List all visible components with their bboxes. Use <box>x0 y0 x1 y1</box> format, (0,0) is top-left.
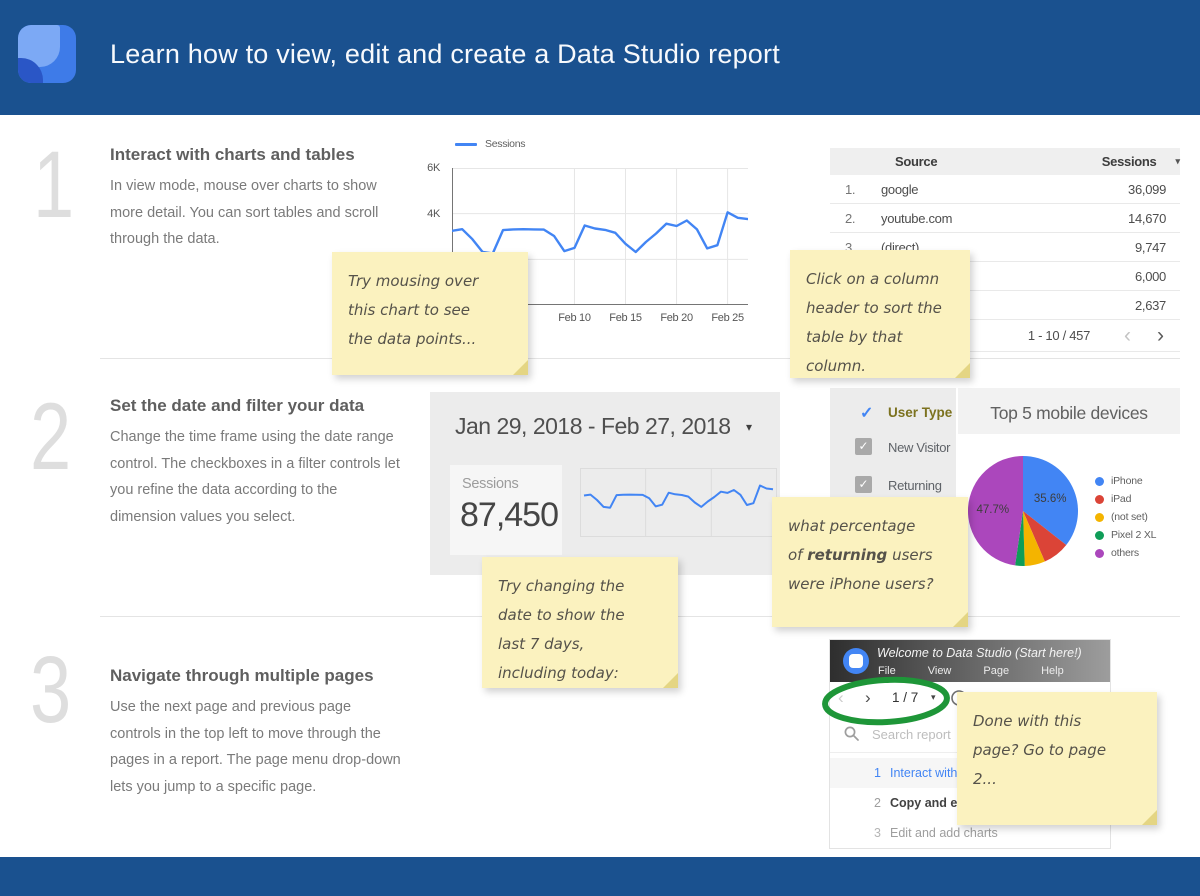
legend-dot-others <box>1095 548 1104 558</box>
table-pagination: 1 - 10 / 457 ‹ › <box>830 320 1180 352</box>
sticky-note-mouse-over-chart: Try mousing over this chart to see the d… <box>332 252 528 375</box>
line-chart-x-axis: Feb 10 Feb 15 Feb 20 Feb 25 <box>558 312 744 324</box>
sticky-note-go-to-page-2: Done with this page? Go to page 2... <box>957 692 1157 825</box>
mobile-devices-pie-chart: 35.6% 47.7% <box>967 456 1079 566</box>
date-range-panel: Jan 29, 2018 - Feb 27, 2018 ▾ Sessions 8… <box>430 392 780 575</box>
line-chart-y-axis: 6K 4K <box>427 162 440 220</box>
page-menu-caret-icon[interactable]: ▾ <box>931 692 936 702</box>
section-3-copy: Navigate through multiple pages Use the … <box>110 666 402 800</box>
legend-item: Pixel 2 XL <box>1095 526 1156 544</box>
sessions-sparkline <box>580 468 777 537</box>
pagination-range: 1 - 10 / 457 <box>1027 328 1090 343</box>
legend-line-swatch <box>455 142 477 146</box>
column-header-sessions[interactable]: Sessions <box>1101 154 1157 169</box>
sticky-note-change-date: Try changing the date to show the last 7… <box>482 557 678 688</box>
menu-bar: File View Page Help <box>878 665 1096 677</box>
legend-dot-pixel <box>1095 530 1104 540</box>
mini-app-header: Welcome to Data Studio (Start here!) Fil… <box>830 640 1110 682</box>
legend-series-label: Sessions <box>485 138 526 150</box>
checkbox-label-new-visitor: New Visitor <box>888 440 951 455</box>
search-input-placeholder: Search report <box>872 727 951 742</box>
column-header-source[interactable]: Source <box>895 154 938 169</box>
legend-item: (not set) <box>1095 508 1156 526</box>
checkbox-label-returning: Returning <box>888 478 942 493</box>
section-1-copy: Interact with charts and tables In view … <box>110 145 402 253</box>
legend-item: others <box>1095 544 1156 562</box>
sticky-note-returning-users: what percentage of returning users were iP… <box>772 497 968 627</box>
legend-dot-ipad <box>1095 494 1104 504</box>
checkbox-new-visitor[interactable]: ✓ <box>855 438 872 455</box>
pie-chart-title: Top 5 mobile devices <box>990 403 1148 423</box>
section-divider <box>100 358 1180 359</box>
page-list-item-3[interactable]: 3 Edit and add charts <box>874 826 998 840</box>
page-counter[interactable]: 1 / 7 <box>892 690 919 705</box>
section-3-title: Navigate through multiple pages <box>110 666 374 685</box>
section-2-body: Change the time frame using the date ran… <box>110 429 400 525</box>
menu-file[interactable]: File <box>878 665 896 677</box>
scorecard-value: 87,450 <box>460 496 559 534</box>
date-range-control[interactable]: Jan 29, 2018 - Feb 27, 2018 <box>455 413 731 439</box>
menu-page[interactable]: Page <box>983 665 1010 677</box>
footer-bar <box>0 857 1200 896</box>
search-icon <box>844 726 859 741</box>
page-title: Learn how to view, edit and create a Dat… <box>110 39 780 69</box>
sticky-note-sort-column: Click on a column header to sort the tab… <box>790 250 970 378</box>
svg-text:35.6%: 35.6% <box>1034 493 1067 505</box>
legend-dot-iphone <box>1095 476 1104 486</box>
section-1-body: In view mode, mouse over charts to show … <box>110 178 379 247</box>
previous-page-icon[interactable]: ‹ <box>1124 323 1131 347</box>
svg-text:47.7%: 47.7% <box>976 504 1009 516</box>
legend-item: iPad <box>1095 490 1156 508</box>
pie-legend: iPhone iPad (not set) Pixel 2 XL others <box>1095 472 1156 562</box>
menu-view[interactable]: View <box>927 665 952 677</box>
date-dropdown-caret-icon[interactable]: ▾ <box>745 420 752 434</box>
menu-help[interactable]: Help <box>1041 665 1064 677</box>
hand-drawn-circle-annotation <box>822 676 950 726</box>
section-3-body: Use the next page and previous page cont… <box>110 699 401 795</box>
checkbox-returning[interactable]: ✓ <box>855 476 872 493</box>
filter-title[interactable]: User Type <box>888 405 953 420</box>
section-1-number: 1 <box>33 132 75 238</box>
section-3-number: 3 <box>30 637 72 743</box>
table-row: 2. youtube.com 14,670 <box>830 204 1180 233</box>
legend-dot-not-set <box>1095 512 1104 522</box>
report-window-title: Welcome to Data Studio (Start here!) <box>877 646 1082 660</box>
next-page-icon[interactable]: › <box>1157 323 1164 347</box>
section-2-title: Set the date and filter your data <box>110 396 365 415</box>
filter-check-icon[interactable]: ✓ <box>860 405 874 422</box>
table-row: 1. google 36,099 <box>830 175 1180 204</box>
data-studio-app-icon <box>843 648 869 674</box>
section-2-copy: Set the date and filter your data Change… <box>110 396 402 530</box>
data-studio-logo-icon <box>18 25 76 83</box>
line-chart-legend: Sessions <box>455 138 526 150</box>
section-1-title: Interact with charts and tables <box>110 145 355 164</box>
section-2-number: 2 <box>30 384 72 490</box>
mobile-devices-pie-panel: Top 5 mobile devices 35.6% 47.7% iPhone i… <box>958 388 1180 575</box>
previous-page-button[interactable]: ‹ <box>838 688 844 707</box>
scorecard-label: Sessions <box>462 476 519 492</box>
table-header-row: Source Sessions ▾ <box>830 148 1180 175</box>
legend-item: iPhone <box>1095 472 1156 490</box>
sort-caret-icon[interactable]: ▾ <box>1175 156 1180 166</box>
app-header: Learn how to view, edit and create a Dat… <box>0 0 1200 115</box>
sources-table: Source Sessions ▾ 1. google 36,099 2. yo… <box>830 148 1180 352</box>
sessions-scorecard: Sessions 87,450 <box>450 465 562 555</box>
next-page-button[interactable]: › <box>865 688 871 707</box>
